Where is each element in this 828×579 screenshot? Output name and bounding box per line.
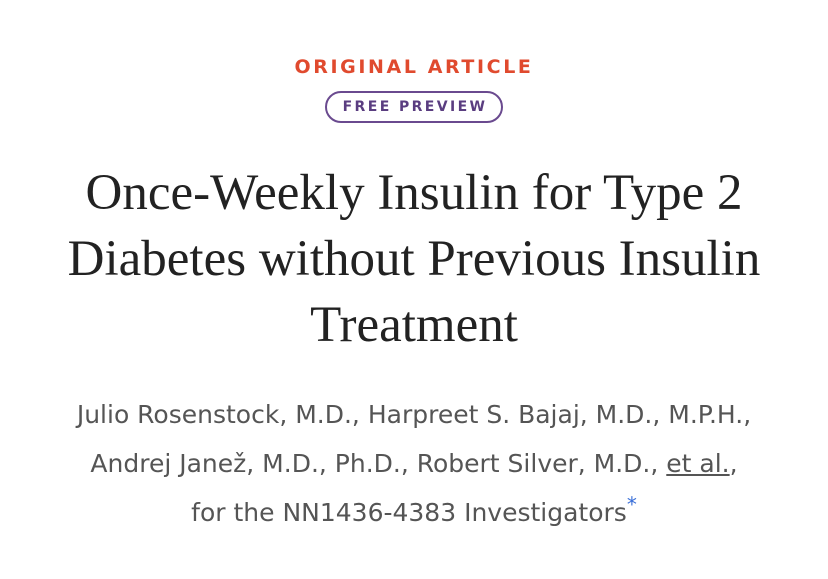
free-preview-badge[interactable]: FREE PREVIEW (324, 91, 504, 123)
et-al-link[interactable]: et al. (666, 449, 730, 478)
article-title: Once-Weekly Insulin for Type 2 Diabetes … (67, 165, 761, 353)
author-list: Julio Rosenstock, M.D., Harpreet S. Baja… (70, 390, 758, 537)
article-type-label: ORIGINAL ARTICLE (294, 56, 534, 78)
badge-container: FREE PREVIEW (0, 91, 828, 123)
investigator-group: , for the NN1436-4383 Investigators (191, 449, 738, 527)
author-names: Julio Rosenstock, M.D., Harpreet S. Baja… (76, 400, 752, 478)
footnote-marker[interactable]: * (626, 492, 637, 517)
